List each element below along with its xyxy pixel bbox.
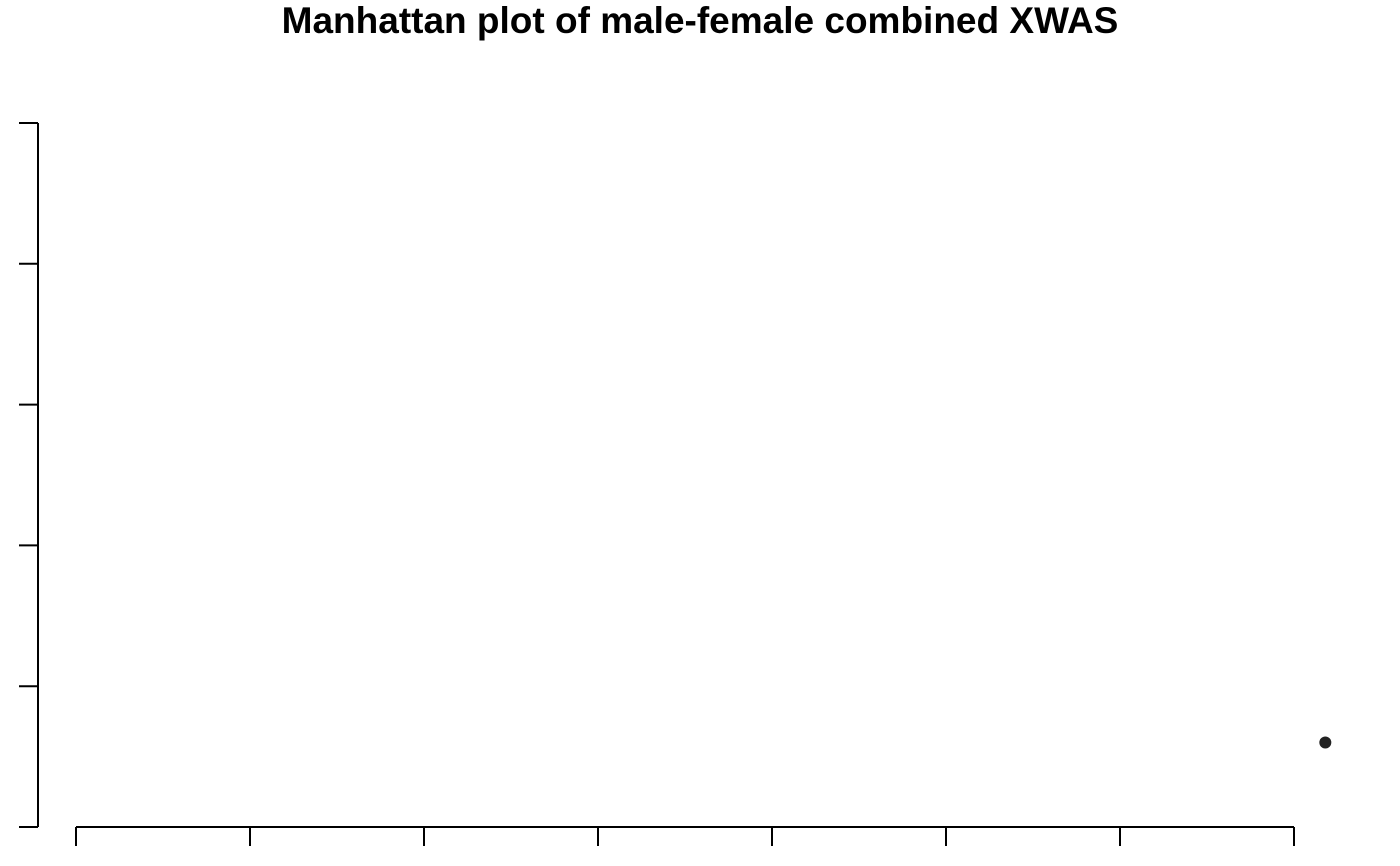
data-points [1319,736,1332,749]
data-point [1319,736,1332,749]
y-axis [19,122,39,828]
chart-title: Manhattan plot of male-female combined X… [281,0,1119,41]
x-axis [75,826,1295,846]
